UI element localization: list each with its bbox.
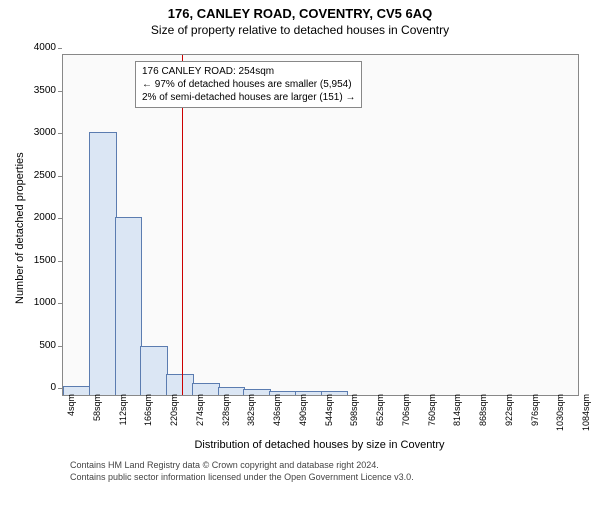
y-tick-mark [58,91,62,92]
x-tick-label: 436sqm [272,394,282,438]
y-tick-mark [58,346,62,347]
info-line-2: ← 97% of detached houses are smaller (5,… [142,78,355,91]
footer-attribution: Contains HM Land Registry data © Crown c… [70,460,414,483]
y-tick-mark [58,176,62,177]
info-line-3: 2% of semi-detached houses are larger (1… [142,91,355,104]
histogram-bar [166,374,194,395]
histogram-bar [89,132,117,395]
histogram-bar [140,346,168,395]
x-tick-label: 1030sqm [555,394,565,438]
x-tick-label: 490sqm [298,394,308,438]
footer-line-1: Contains HM Land Registry data © Crown c… [70,460,414,472]
x-tick-label: 220sqm [169,394,179,438]
x-tick-label: 274sqm [195,394,205,438]
x-tick-label: 706sqm [401,394,411,438]
footer-line-2: Contains public sector information licen… [70,472,414,484]
info-annotation-box: 176 CANLEY ROAD: 254sqm ← 97% of detache… [135,61,362,108]
x-tick-label: 976sqm [530,394,540,438]
y-tick-mark [58,48,62,49]
x-tick-label: 652sqm [375,394,385,438]
y-tick-mark [58,133,62,134]
info-line-1: 176 CANLEY ROAD: 254sqm [142,65,355,78]
y-tick-label: 1500 [24,255,56,266]
y-tick-label: 3500 [24,85,56,96]
y-tick-label: 0 [24,382,56,393]
y-tick-label: 1000 [24,297,56,308]
y-tick-mark [58,303,62,304]
x-tick-label: 1084sqm [581,394,591,438]
x-tick-label: 58sqm [92,394,102,438]
x-tick-label: 382sqm [246,394,256,438]
x-tick-label: 166sqm [143,394,153,438]
y-tick-mark [58,218,62,219]
x-tick-label: 814sqm [452,394,462,438]
x-tick-label: 922sqm [504,394,514,438]
x-tick-label: 112sqm [118,394,128,438]
y-tick-label: 4000 [24,42,56,53]
chart-subtitle: Size of property relative to detached ho… [0,23,600,37]
x-tick-label: 328sqm [221,394,231,438]
y-tick-mark [58,261,62,262]
y-tick-label: 3000 [24,127,56,138]
x-axis-label: Distribution of detached houses by size … [62,439,577,451]
x-tick-label: 868sqm [478,394,488,438]
chart-title: 176, CANLEY ROAD, COVENTRY, CV5 6AQ [0,6,600,21]
x-tick-label: 544sqm [324,394,334,438]
y-tick-mark [58,388,62,389]
x-tick-label: 760sqm [427,394,437,438]
y-tick-label: 2000 [24,212,56,223]
x-tick-label: 598sqm [349,394,359,438]
y-tick-label: 2500 [24,170,56,181]
y-tick-label: 500 [24,340,56,351]
x-tick-label: 4sqm [66,394,76,438]
histogram-bar [115,217,143,395]
